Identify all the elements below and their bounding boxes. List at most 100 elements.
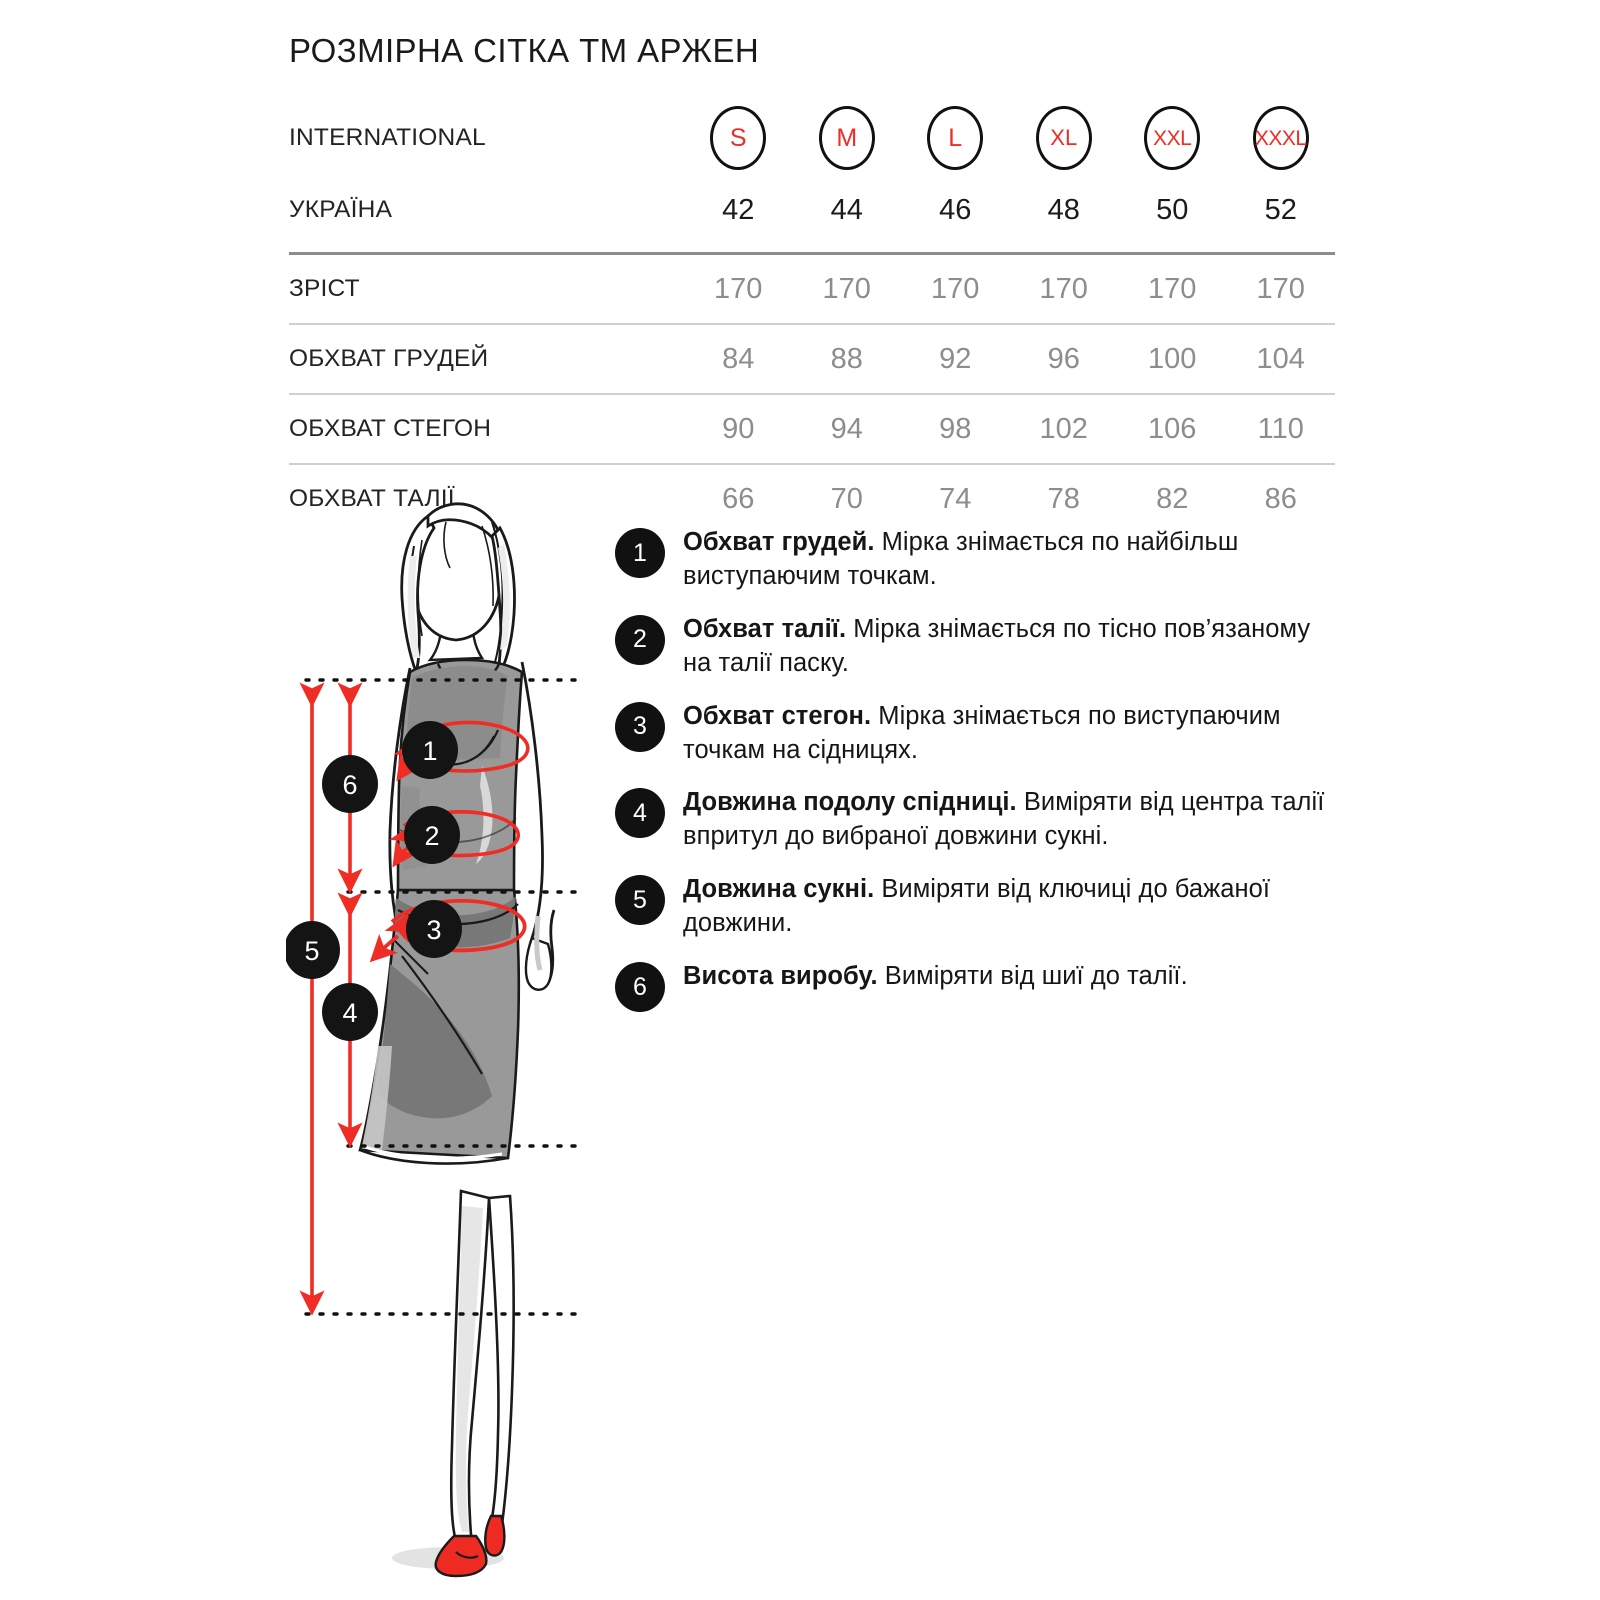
ukraine-cells: 42 44 46 48 50 52	[684, 194, 1335, 227]
row-label-hips: ОБХВАТ СТЕГОН	[289, 415, 492, 442]
bust-cells: 84 88 92 96 100 104	[684, 343, 1335, 376]
international-cells: S M L XL XXL XXXL	[684, 106, 1335, 170]
hips-value-xxxl: 110	[1257, 412, 1304, 445]
height-value-xxl: 170	[1148, 272, 1197, 305]
table-row-waist: ОБХВАТ ТАЛІЇ 66 70 74 78 82 86	[289, 465, 1335, 533]
legend-bullet-6-icon: 6	[615, 962, 665, 1013]
svg-text:6: 6	[342, 770, 357, 800]
ua-size-46: 46	[939, 193, 972, 226]
page-title: РОЗМІРНА СІТКА ТМ АРЖЕН	[289, 32, 760, 69]
legend-text-dress-length: Довжина сукні. Виміряти від ключиці до б…	[683, 873, 1327, 941]
table-divider-1	[289, 323, 1335, 325]
row-label-bust: ОБХВАТ ГРУДЕЙ	[289, 345, 489, 372]
size-cell-s: S	[684, 106, 793, 170]
legend-item-skirt-hem: 4 Довжина подолу спідниці. Виміряти від …	[615, 786, 1327, 854]
legend-item-dress-length: 5 Довжина сукні. Виміряти від ключиці до…	[615, 873, 1327, 941]
bust-value-s: 84	[722, 342, 755, 375]
hips-value-xl: 102	[1039, 412, 1088, 445]
waist-value-xxl: 82	[1156, 482, 1189, 515]
size-cell-m: M	[793, 106, 902, 170]
height-value-l: 170	[931, 272, 980, 305]
table-divider-2	[289, 393, 1335, 395]
legend-text-hips: Обхват стегон. Мірка знімається по висту…	[683, 700, 1327, 768]
legend-bold-2: Обхват талії.	[683, 614, 847, 643]
legend-rest-4: Виміряти від центра талії впритул до виб…	[683, 788, 1325, 851]
size-cell-l: L	[901, 106, 1010, 170]
waist-value-l: 74	[939, 482, 972, 515]
legend-rest-2: Мірка знімається по тісно пов’язаному на…	[683, 614, 1311, 677]
legend-bold-1: Обхват грудей.	[683, 528, 875, 556]
legend-rest-3: Мірка знімається по виступаючим точкам н…	[683, 701, 1281, 764]
size-table: INTERNATIONAL S M L XL XXL XXXL УКРАЇНА …	[289, 100, 1335, 533]
size-cell-xxl: XXL	[1118, 106, 1227, 170]
figure-marker-4: 4	[322, 983, 378, 1041]
height-value-xl: 170	[1039, 272, 1088, 305]
waist-value-m: 70	[830, 482, 863, 515]
legend-text-product-height: Висота виробу. Виміряти від шиї до талії…	[683, 960, 1327, 994]
figure-marker-2: 2	[404, 806, 460, 864]
table-divider-3	[289, 463, 1335, 465]
legend-bold-6: Висота виробу.	[683, 962, 878, 991]
height-value-s: 170	[714, 272, 763, 305]
legend-item-bust: 1 Обхват грудей. Мірка знімається по най…	[615, 526, 1327, 594]
figure-marker-badges: 1 2 3 4 5	[286, 721, 462, 1041]
size-badge-s: S	[710, 106, 767, 170]
ua-size-42: 42	[722, 193, 755, 226]
figure-marker-5: 5	[286, 921, 340, 979]
measurement-figure-illustration: 1 2 3 4 5	[286, 486, 616, 1598]
hips-value-m: 94	[830, 412, 863, 445]
size-cell-xl: XL	[1010, 106, 1119, 170]
bust-value-xxl: 100	[1148, 342, 1197, 375]
hips-cells: 90 94 98 102 106 110	[684, 413, 1335, 446]
legend-bold-5: Довжина сукні.	[683, 875, 875, 904]
svg-text:2: 2	[424, 821, 439, 851]
legend-rest-5: Виміряти від ключиці до бажаної довжини.	[683, 875, 1270, 938]
legend-item-hips: 3 Обхват стегон. Мірка знімається по вис…	[615, 700, 1327, 768]
height-value-xxxl: 170	[1256, 272, 1305, 305]
ua-size-48: 48	[1047, 193, 1080, 226]
bust-value-xl: 96	[1047, 342, 1080, 375]
figure-marker-3: 3	[406, 900, 462, 958]
svg-text:1: 1	[422, 736, 437, 766]
size-badge-xxxl: XXXL	[1252, 106, 1309, 170]
ua-size-50: 50	[1156, 193, 1189, 226]
legend-item-waist: 2 Обхват талії. Мірка знімається по тісн…	[615, 613, 1327, 681]
table-row-hips: ОБХВАТ СТЕГОН 90 94 98 102 106 110	[289, 395, 1335, 463]
measurement-legend: 1 Обхват грудей. Мірка знімається по най…	[615, 526, 1327, 1013]
size-cell-xxxl: XXXL	[1227, 106, 1336, 170]
legend-rest-6: Виміряти від шиї до талії.	[877, 962, 1188, 991]
table-divider-strong	[289, 252, 1335, 255]
svg-text:5: 5	[304, 936, 319, 966]
hips-value-s: 90	[722, 412, 755, 445]
row-label-international: INTERNATIONAL	[289, 124, 486, 151]
svg-text:3: 3	[426, 915, 441, 945]
figure-body	[388, 502, 556, 1578]
height-cells: 170 170 170 170 170 170	[684, 273, 1335, 306]
figure-marker-6: 6	[322, 755, 378, 813]
size-badge-xxl: XXL	[1144, 106, 1201, 170]
size-badge-xl: XL	[1035, 106, 1092, 170]
svg-text:4: 4	[342, 998, 357, 1028]
waist-value-xxxl: 86	[1264, 482, 1297, 515]
hips-value-xxl: 106	[1148, 412, 1197, 445]
legend-bold-3: Обхват стегон.	[683, 701, 872, 730]
row-label-height: ЗРІСТ	[289, 275, 360, 302]
waist-value-xl: 78	[1047, 482, 1080, 515]
legend-text-bust: Обхват грудей. Мірка знімається по найбі…	[683, 526, 1327, 594]
legend-bullet-1-icon: 1	[615, 528, 665, 578]
legend-bold-4: Довжина подолу спідниці.	[683, 788, 1017, 817]
legend-text-skirt-hem: Довжина подолу спідниці. Виміряти від це…	[683, 786, 1327, 854]
legend-bullet-3-icon: 3	[615, 701, 665, 752]
row-label-ukraine: УКРАЇНА	[289, 196, 393, 223]
waist-cells: 66 70 74 78 82 86	[684, 483, 1335, 516]
figure-marker-1: 1	[402, 721, 458, 779]
size-badge-l: L	[927, 106, 984, 170]
legend-item-product-height: 6 Висота виробу. Виміряти від шиї до тал…	[615, 960, 1327, 1013]
table-row-bust: ОБХВАТ ГРУДЕЙ 84 88 92 96 100 104	[289, 325, 1335, 393]
table-row-height: ЗРІСТ 170 170 170 170 170 170	[289, 255, 1335, 323]
ua-size-44: 44	[830, 193, 863, 226]
waist-value-s: 66	[722, 482, 755, 515]
legend-text-waist: Обхват талії. Мірка знімається по тісно …	[683, 613, 1327, 681]
height-value-m: 170	[822, 272, 871, 305]
